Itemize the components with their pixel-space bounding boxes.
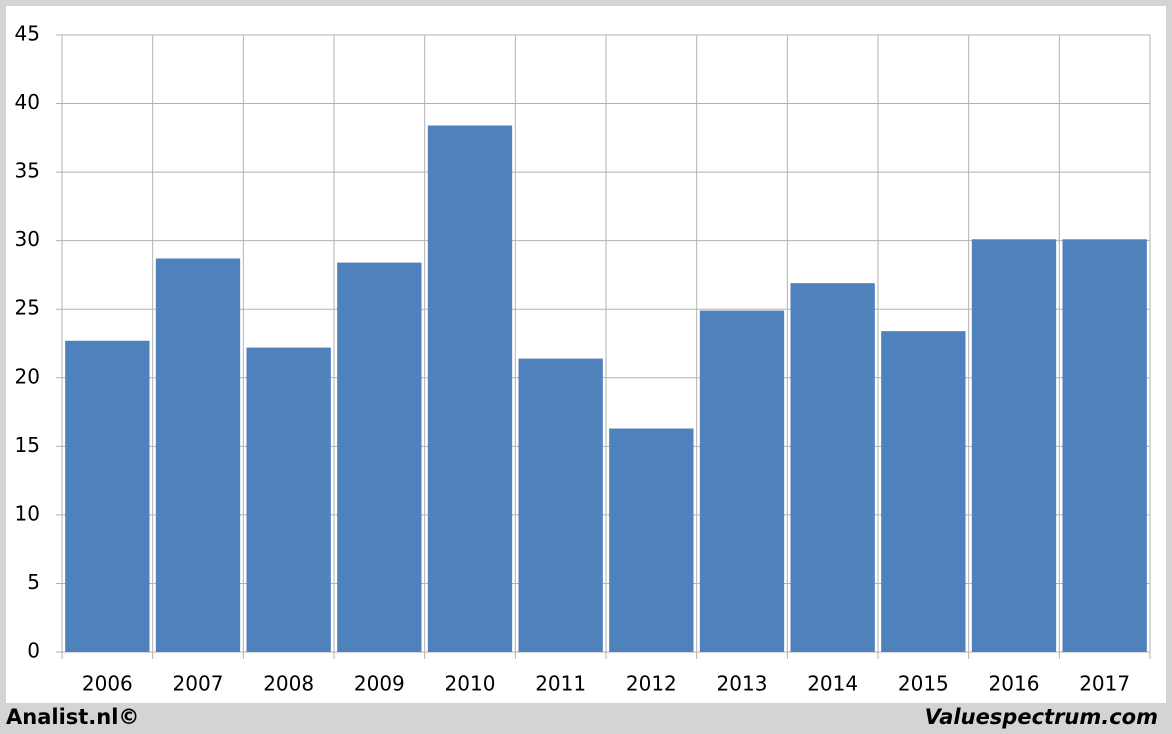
y-tick-label: 20 [15, 364, 40, 388]
bar [155, 258, 241, 652]
y-tick-label: 35 [15, 159, 40, 183]
bar [246, 347, 331, 652]
x-tick-label: 2006 [82, 672, 133, 696]
bar [790, 283, 875, 652]
bar [881, 331, 966, 652]
y-tick-label: 0 [27, 639, 40, 663]
y-tick-label: 25 [15, 296, 40, 320]
x-tick-label: 2016 [989, 672, 1040, 696]
bar [971, 239, 1057, 652]
x-tick-label: 2011 [535, 672, 586, 696]
y-tick-label: 10 [15, 501, 40, 525]
bar [518, 358, 603, 652]
x-tick-label: 2014 [807, 672, 858, 696]
bar [427, 125, 513, 652]
x-tick-label: 2012 [626, 672, 677, 696]
x-tick-label: 2009 [354, 672, 405, 696]
x-tick-label: 2015 [898, 672, 949, 696]
bar [609, 428, 694, 652]
y-tick-label: 5 [27, 570, 40, 594]
x-tick-label: 2007 [173, 672, 224, 696]
x-tick-label: 2008 [263, 672, 314, 696]
bar [65, 340, 150, 652]
bar [699, 310, 785, 652]
y-tick-label: 45 [15, 22, 40, 46]
y-tick-label: 40 [15, 90, 40, 114]
y-tick-label: 30 [15, 227, 40, 251]
x-tick-label: 2013 [717, 672, 768, 696]
x-tick-label: 2010 [445, 672, 496, 696]
bar [337, 262, 422, 652]
y-tick-label: 15 [15, 433, 40, 457]
footer-left: Analist.nl© [6, 705, 139, 729]
bar [1062, 239, 1147, 652]
x-tick-label: 2017 [1079, 672, 1130, 696]
footer-right: Valuespectrum.com [925, 705, 1158, 729]
